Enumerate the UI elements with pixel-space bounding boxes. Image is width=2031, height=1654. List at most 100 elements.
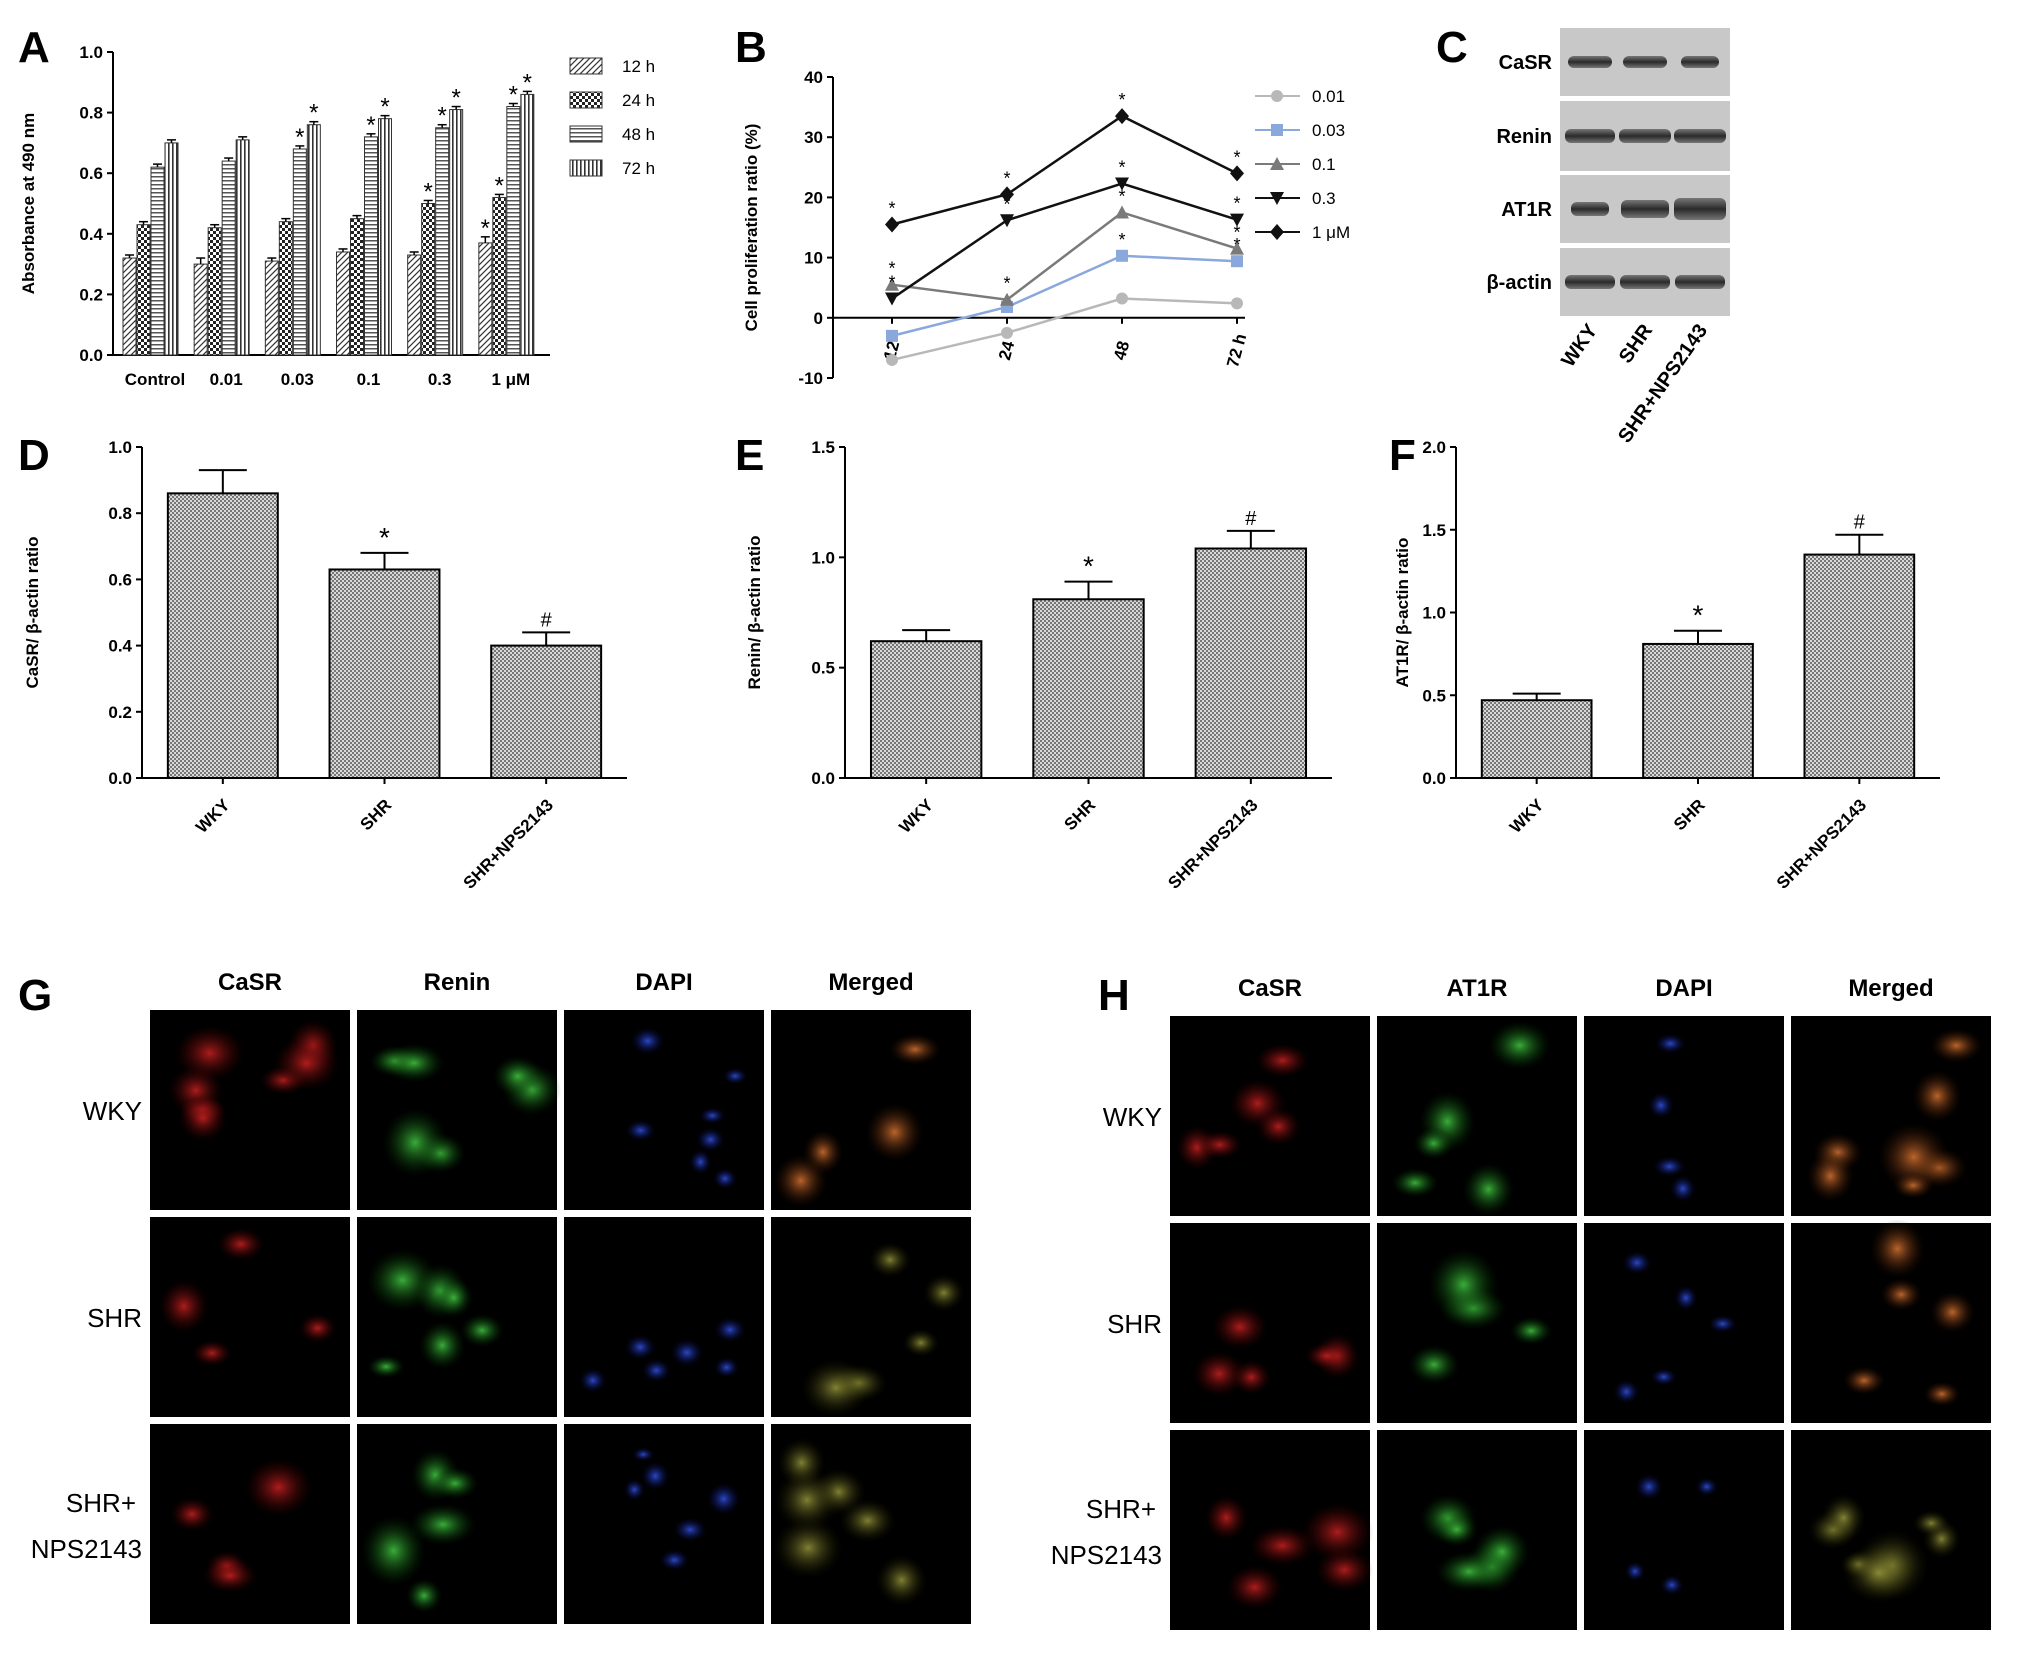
cell-signal xyxy=(1205,1495,1248,1541)
cell-signal xyxy=(1408,1344,1460,1385)
x-tick-label: WKY xyxy=(896,795,938,837)
cell-signal xyxy=(273,1036,340,1091)
row-label: SHR+ xyxy=(66,1488,136,1518)
legend-label: 48 h xyxy=(622,125,655,144)
cell-signal xyxy=(1256,1107,1301,1146)
significance-star: * xyxy=(509,82,518,109)
data-point xyxy=(1115,177,1129,191)
x-tick-label: 0.1 xyxy=(357,370,381,389)
data-point xyxy=(1271,124,1283,136)
series-line xyxy=(891,254,1238,338)
column-title: AT1R xyxy=(1447,975,1508,1002)
column-title: CaSR xyxy=(1238,975,1302,1002)
significance-star: * xyxy=(423,178,432,205)
y-tick-label: 2.0 xyxy=(1422,438,1446,457)
cell-signal xyxy=(1912,1069,1963,1123)
panel-letter-c: C xyxy=(1436,23,1468,72)
blot-band xyxy=(1674,198,1726,220)
chart-casr-ratio: 0.0 0.2 0.4 0.6 0.8 1.0 CaSR/ β-actin ratio WKY… xyxy=(23,438,627,893)
cell-signal xyxy=(623,1478,646,1501)
bar xyxy=(207,227,222,356)
cell-signal xyxy=(713,1316,747,1343)
x-tick-label: WKY xyxy=(1506,795,1548,837)
significance-star: * xyxy=(481,215,490,242)
legend-swatch xyxy=(569,125,603,143)
y-axis-label: CaSR/ β-actin ratio xyxy=(23,536,42,688)
y-tick-label: 1.5 xyxy=(1422,521,1446,540)
panel-letter-e: E xyxy=(735,431,764,480)
cell-signal xyxy=(1462,1163,1515,1216)
blot-band xyxy=(1619,129,1671,143)
cell-signal xyxy=(774,1154,828,1208)
significance-star: * xyxy=(1003,194,1010,214)
bar xyxy=(520,93,535,356)
blot-band xyxy=(1565,129,1615,143)
cell-signal xyxy=(1249,1525,1315,1566)
column-title: CaSR xyxy=(218,969,282,996)
cell-signal xyxy=(672,1517,708,1543)
series-line xyxy=(891,182,1238,300)
data-point xyxy=(885,292,899,306)
cell-signal xyxy=(1695,1477,1719,1497)
significance-star: * xyxy=(451,85,460,112)
bar xyxy=(1194,547,1308,779)
blot-band xyxy=(1620,275,1670,289)
cell-signal xyxy=(1413,1127,1454,1160)
y-tick-label: 1.0 xyxy=(1422,604,1446,623)
cell-signal xyxy=(640,1461,670,1491)
data-point xyxy=(1230,213,1244,227)
x-tick-label: Control xyxy=(125,370,185,389)
significance-mark: * xyxy=(1083,551,1094,582)
blot-band xyxy=(1565,275,1615,289)
chart-absorbance: 0.0 0.2 0.4 0.6 0.8 1.0 Absorbance at 490 nm Co… xyxy=(19,43,655,389)
cell-signal xyxy=(1892,1171,1934,1199)
significance-star: * xyxy=(888,273,895,293)
y-tick-label: 10 xyxy=(804,249,823,268)
y-tick-label: 0.0 xyxy=(108,769,132,788)
data-point xyxy=(885,216,899,233)
cell-signal xyxy=(434,1277,473,1318)
row-label: SHR+ xyxy=(1086,1494,1156,1524)
cell-signal xyxy=(431,1467,479,1500)
bar xyxy=(1480,699,1593,780)
panel-letter-d: D xyxy=(18,431,50,480)
cell-signal xyxy=(695,1127,726,1153)
significance-star: * xyxy=(380,94,389,121)
cell-signal xyxy=(1843,1542,1915,1603)
legend-label: 24 h xyxy=(622,91,655,110)
cell-signal xyxy=(409,1503,477,1546)
legend-label: 0.01 xyxy=(1312,87,1345,106)
cell-signal xyxy=(659,1549,690,1571)
bar xyxy=(1032,598,1145,780)
significance-star: * xyxy=(295,124,304,151)
x-tick-label: 0.03 xyxy=(281,370,314,389)
y-tick-label: 0.0 xyxy=(79,346,103,365)
legend-label: 72 h xyxy=(622,159,655,178)
cell-signal xyxy=(1510,1316,1553,1346)
cell-signal xyxy=(492,1055,543,1097)
y-axis-label: Absorbance at 490 nm xyxy=(19,113,38,294)
cell-signal xyxy=(1930,1028,1983,1063)
cell-signal xyxy=(1669,1174,1697,1203)
cell-signal xyxy=(630,1026,666,1055)
y-tick-label: 1.5 xyxy=(811,438,835,457)
data-point xyxy=(1231,297,1243,310)
significance-mark: * xyxy=(1693,600,1704,631)
data-point xyxy=(1116,249,1128,262)
bar xyxy=(264,260,279,356)
data-point xyxy=(1230,165,1244,182)
panel-letter-f: F xyxy=(1389,431,1416,480)
legend-swatch xyxy=(569,91,603,109)
bar xyxy=(364,136,378,356)
x-tick-label: WKY xyxy=(192,795,234,837)
blot-column-label: SHR xyxy=(1615,320,1658,368)
cell-signal xyxy=(777,1437,826,1488)
x-tick-label: 72 h xyxy=(1223,332,1250,370)
legend-label: 0.1 xyxy=(1312,155,1336,174)
data-point xyxy=(1115,205,1129,219)
cell-signal xyxy=(460,1313,504,1347)
cell-signal xyxy=(876,1554,927,1606)
significance-star: * xyxy=(523,69,532,96)
blot-band xyxy=(1568,56,1612,68)
